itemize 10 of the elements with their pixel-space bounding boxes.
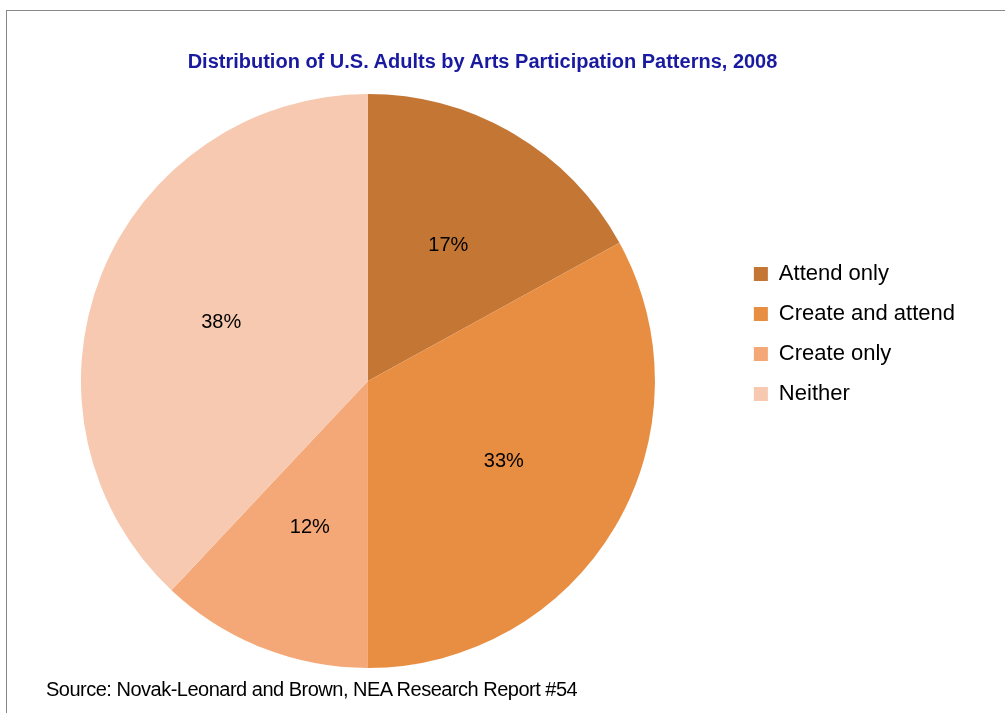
data-label: 12% (289, 515, 331, 538)
legend-label: Attend only (778, 260, 889, 286)
legend-label: Create only (778, 340, 892, 366)
legend-label: Create and attend (778, 300, 956, 326)
chart-title: Distribution of U.S. Adults by Arts Participation Patterns, 2008 (187, 49, 778, 72)
legend-label: Neither (778, 380, 850, 406)
source-note: Source: Novak-Leonard and Brown, NEA Research Report #54 (46, 678, 578, 701)
data-label: 33% (483, 448, 525, 471)
data-label: 17% (428, 232, 469, 255)
data-label: 38% (201, 310, 242, 333)
